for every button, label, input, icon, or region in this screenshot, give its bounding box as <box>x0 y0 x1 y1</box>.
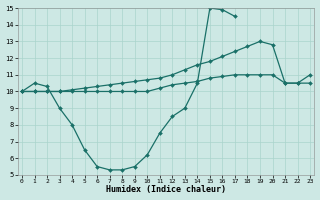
X-axis label: Humidex (Indice chaleur): Humidex (Indice chaleur) <box>106 185 226 194</box>
